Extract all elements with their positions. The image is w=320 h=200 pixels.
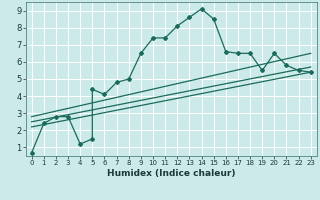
X-axis label: Humidex (Indice chaleur): Humidex (Indice chaleur) (107, 169, 236, 178)
